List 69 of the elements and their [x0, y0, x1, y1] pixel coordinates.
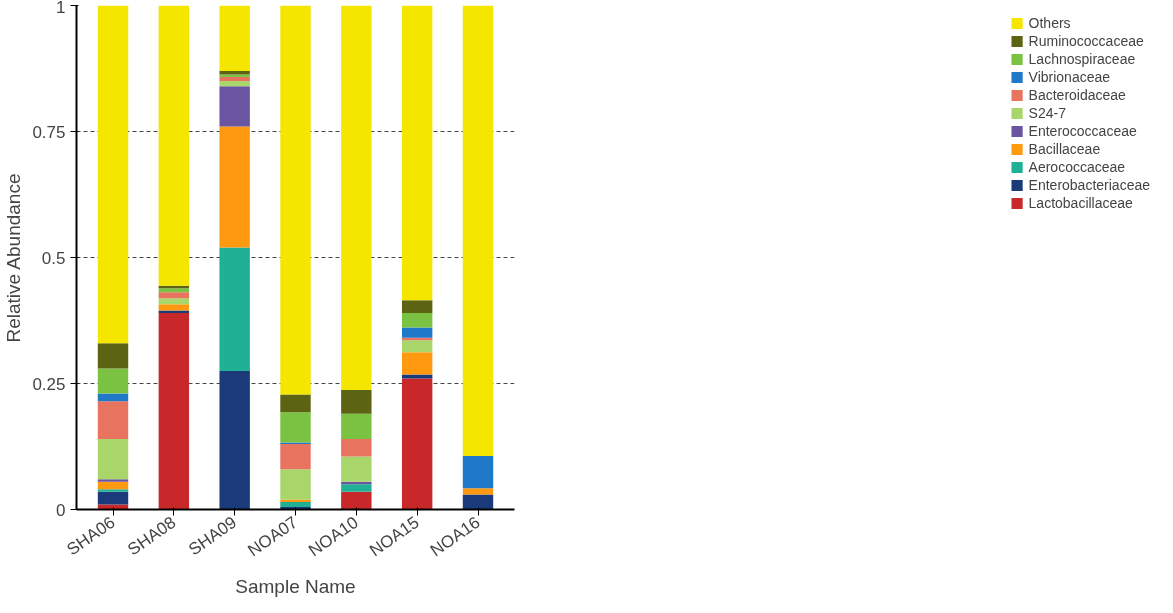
x-axis-title: Sample Name [235, 576, 356, 598]
bar [97, 5, 129, 344]
bar [97, 504, 129, 510]
legend-label: Lachnospiraceae [1028, 51, 1136, 67]
legend-label: Enterococcaceae [1028, 123, 1137, 139]
bar [341, 5, 372, 391]
bar [341, 491, 372, 510]
bar [341, 390, 372, 414]
bar [401, 312, 433, 328]
bar [219, 247, 250, 371]
bar [97, 401, 129, 439]
bar [280, 443, 311, 470]
bar [401, 340, 433, 353]
bar [97, 491, 129, 505]
bar [97, 343, 129, 369]
bar [219, 77, 250, 82]
bar [401, 374, 433, 379]
bar [462, 488, 494, 495]
bar [158, 304, 190, 311]
bar [280, 469, 311, 500]
bar [158, 5, 190, 286]
bar [341, 484, 372, 492]
bar [97, 489, 129, 492]
bar [280, 499, 311, 502]
bar [462, 494, 494, 510]
bar [97, 479, 129, 482]
y-axis-title: Relative Abundance [3, 173, 25, 343]
y-tick-label: 0.25 [32, 374, 66, 394]
bar [280, 5, 311, 395]
y-tick-label: 0 [56, 500, 66, 520]
bar [97, 393, 129, 402]
legend-label: Ruminococcaceae [1028, 33, 1144, 49]
bar [280, 501, 311, 507]
bar [401, 327, 433, 338]
bar [401, 352, 433, 375]
bar [158, 292, 190, 299]
legend-label: Lactobacillaceae [1028, 195, 1133, 211]
bar [341, 456, 372, 482]
bar [462, 456, 494, 489]
bar [401, 300, 433, 313]
bar [219, 126, 250, 248]
bar [280, 394, 311, 413]
legend-label: S24-7 [1028, 105, 1066, 121]
bar [462, 5, 494, 457]
legend-label: Bacteroidaceae [1028, 87, 1126, 103]
y-tick-label: 0.75 [32, 122, 66, 142]
bar [219, 5, 250, 72]
bar [341, 438, 372, 457]
legend-label: Vibrionaceae [1028, 69, 1111, 85]
bar [401, 5, 433, 301]
bar [97, 481, 129, 490]
bar [341, 413, 372, 439]
y-tick-label: 0.5 [41, 248, 66, 268]
bar [158, 298, 190, 305]
bar [158, 312, 190, 510]
bar [158, 288, 190, 293]
bar [158, 310, 190, 313]
legend-label: Bacillaceae [1028, 141, 1101, 157]
bar [219, 86, 250, 127]
bar [280, 412, 311, 443]
legend-label: Enterobacteriaceae [1028, 177, 1150, 193]
bar [219, 370, 250, 510]
bar [401, 378, 433, 510]
legend-label: Others [1028, 15, 1071, 31]
bar [219, 81, 250, 87]
legend-label: Aerococcaceae [1028, 159, 1126, 175]
y-tick-label: 1 [56, 0, 66, 17]
bar [97, 368, 129, 394]
bar [97, 438, 129, 480]
